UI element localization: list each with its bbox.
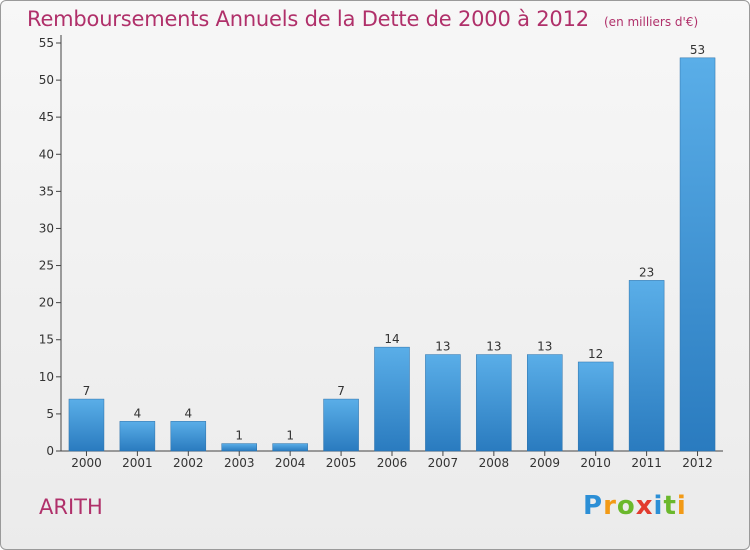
bar xyxy=(577,361,614,452)
y-tick-label: 35 xyxy=(39,184,54,198)
x-tick-label: 2012 xyxy=(682,456,713,470)
y-tick-label: 55 xyxy=(39,36,54,50)
chart-subtitle: (en milliers d'€) xyxy=(604,15,699,29)
y-tick-label: 10 xyxy=(39,370,54,384)
bar-value-label: 7 xyxy=(83,384,91,398)
bar xyxy=(221,443,257,452)
bar xyxy=(170,421,207,452)
x-tick-label: 2007 xyxy=(428,456,459,470)
x-tick-label: 2001 xyxy=(122,456,153,470)
x-tick-label: 2010 xyxy=(580,456,611,470)
x-tick-label: 2004 xyxy=(275,456,306,470)
x-tick-label: 2005 xyxy=(326,456,357,470)
bar-value-label: 7 xyxy=(337,384,345,398)
title-row: Remboursements Annuels de la Dette de 20… xyxy=(27,7,698,31)
x-tick-label: 2008 xyxy=(479,456,510,470)
bar xyxy=(425,354,461,452)
bar xyxy=(272,443,308,452)
y-tick-label: 0 xyxy=(46,444,54,458)
bar xyxy=(628,280,665,452)
y-tick-label: 5 xyxy=(46,407,54,421)
y-tick-label: 40 xyxy=(39,147,54,161)
chart-title: Remboursements Annuels de la Dette de 20… xyxy=(27,7,589,31)
bar-value-label: 53 xyxy=(690,43,705,57)
x-tick-label: 2000 xyxy=(71,456,102,470)
bar xyxy=(119,421,156,452)
bar xyxy=(68,398,105,452)
bar-value-label: 12 xyxy=(588,347,603,361)
y-tick-label: 20 xyxy=(39,296,54,310)
bar xyxy=(679,57,716,452)
y-tick-label: 15 xyxy=(39,333,54,347)
y-tick-label: 25 xyxy=(39,259,54,273)
bar-value-label: 13 xyxy=(486,340,501,354)
y-tick-label: 45 xyxy=(39,110,54,124)
bar xyxy=(476,354,512,452)
bar-value-label: 13 xyxy=(537,340,552,354)
bar-value-label: 4 xyxy=(184,406,192,420)
x-tick-label: 2011 xyxy=(631,456,662,470)
commune-name: ARITH xyxy=(39,495,103,519)
bar-value-label: 1 xyxy=(235,429,243,443)
x-tick-label: 2009 xyxy=(529,456,560,470)
bar-value-label: 23 xyxy=(639,265,654,279)
bar-value-label: 4 xyxy=(134,406,142,420)
x-tick-label: 2002 xyxy=(173,456,204,470)
bar-value-label: 13 xyxy=(435,340,450,354)
bar-value-label: 1 xyxy=(286,429,294,443)
x-tick-label: 2006 xyxy=(377,456,408,470)
y-tick-label: 30 xyxy=(39,221,54,235)
x-tick-label: 2003 xyxy=(224,456,255,470)
bar xyxy=(323,398,359,452)
bar xyxy=(374,346,410,452)
proxiti-logo: Proxiti xyxy=(583,491,687,521)
y-tick-label: 50 xyxy=(39,73,54,87)
bar-value-label: 14 xyxy=(384,332,399,346)
bar xyxy=(527,354,563,452)
